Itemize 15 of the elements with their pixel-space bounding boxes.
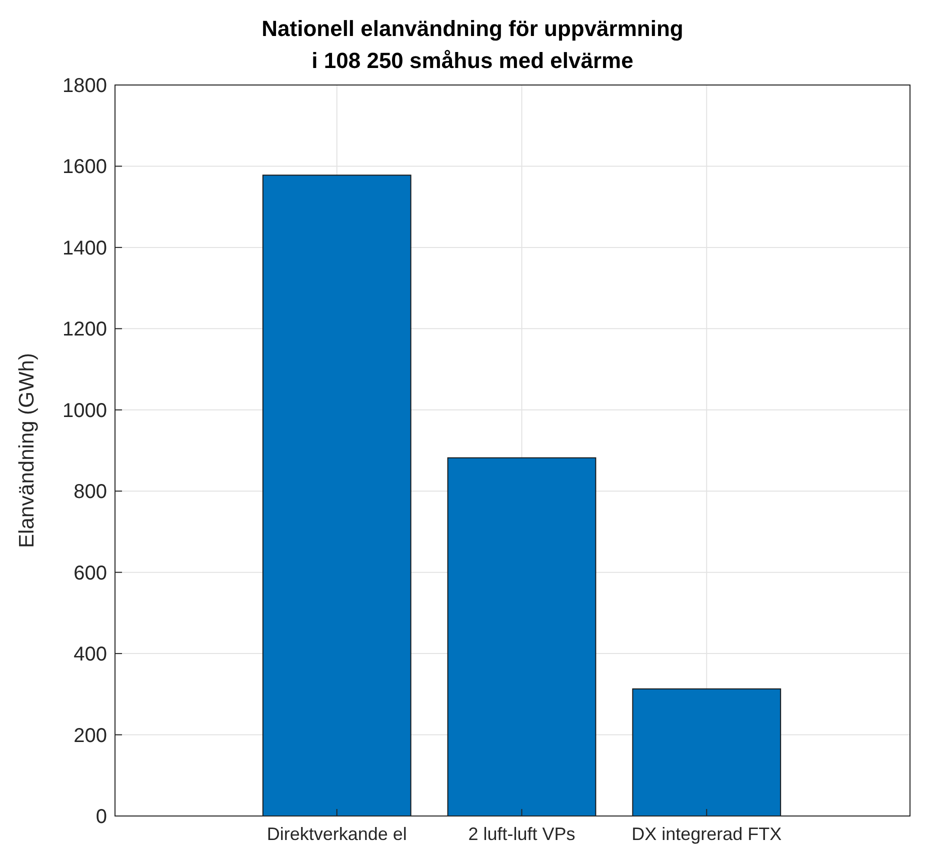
chart-title: Nationell elanvändning för uppvärmning i 108 250 småhus med elvärme [262, 16, 684, 73]
y-axis-title: Elanvändning (GWh) [15, 353, 38, 548]
y-tick-label: 1000 [62, 400, 107, 422]
y-tick-label: 1600 [62, 156, 107, 178]
y-tick-label: 800 [74, 481, 107, 504]
y-tick-label: 0 [96, 806, 107, 828]
x-tick-label: DX integrerad FTX [632, 824, 782, 844]
y-tick-label: 1200 [62, 318, 107, 341]
y-tick-label: 400 [74, 644, 107, 666]
y-tick-label: 1800 [62, 75, 107, 97]
y-tick-label: 1400 [62, 237, 107, 260]
x-tick-label: Direktverkande el [266, 824, 407, 844]
y-tick-label: 600 [74, 562, 107, 584]
y-tick-label: 200 [74, 724, 107, 747]
x-tick-label: 2 luft-luft VPs [468, 824, 576, 844]
